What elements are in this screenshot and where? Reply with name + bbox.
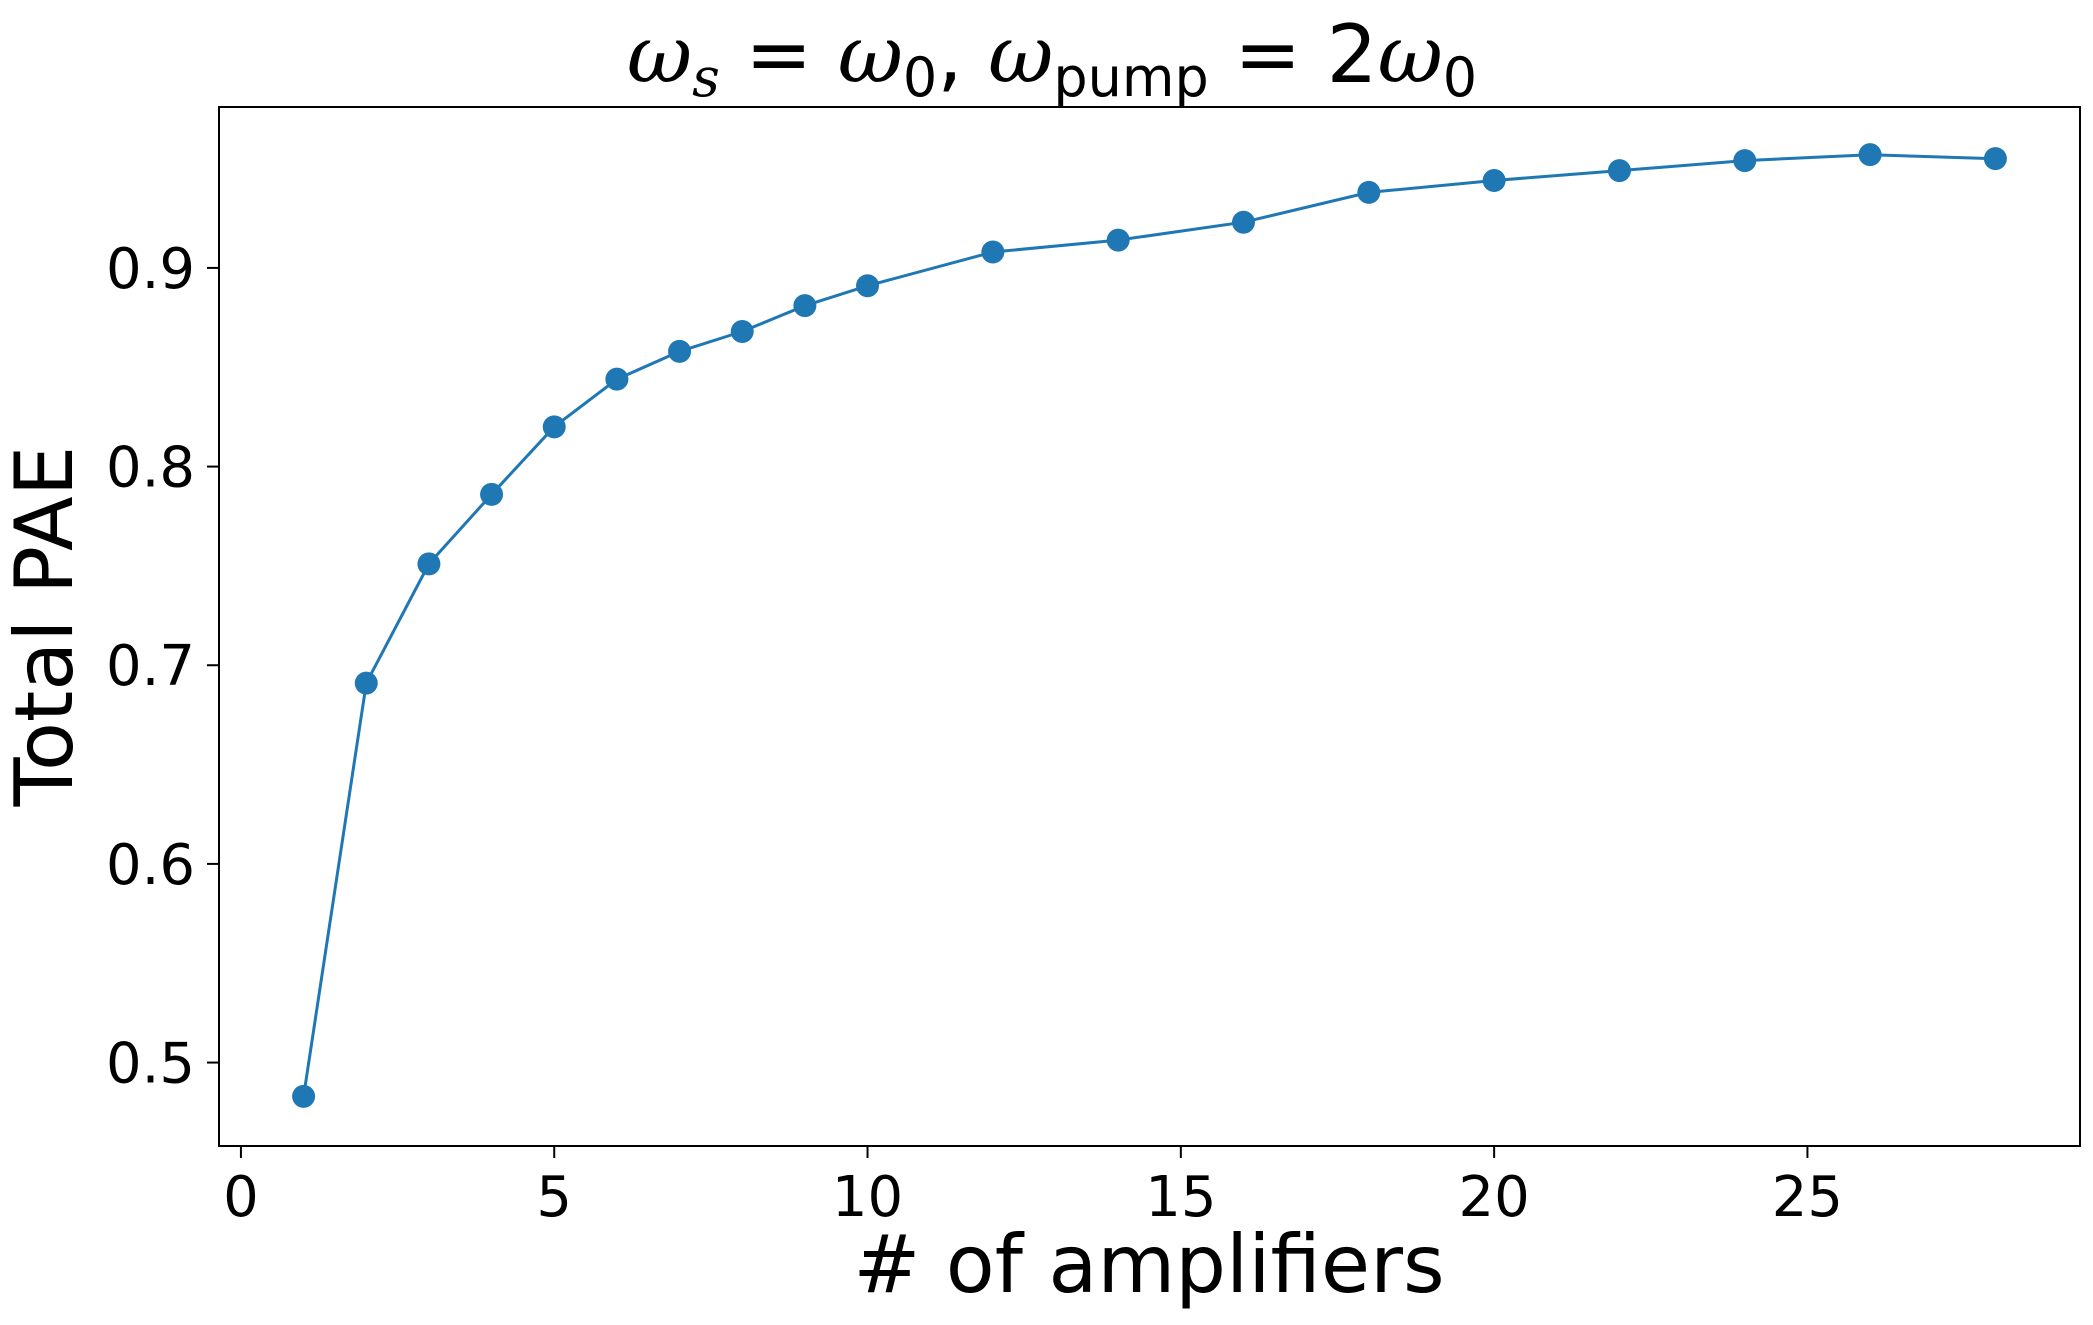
data-point [605, 367, 629, 391]
series-line [302, 153, 1996, 1097]
y-tick-label: 0.8 [106, 436, 195, 501]
data-point [856, 274, 880, 298]
data-point [793, 294, 817, 318]
data-point [1607, 159, 1631, 183]
data-point [668, 339, 692, 363]
data-point [542, 415, 566, 439]
series-layer [292, 143, 2007, 1108]
data-point [1983, 147, 2007, 171]
plot-frame [218, 106, 2081, 1147]
data-point [1733, 149, 1757, 173]
x-tick-label: 20 [1458, 1165, 1529, 1230]
x-axis-label: # of amplifiers [853, 1218, 1444, 1311]
y-axis-ticks: 0.5 0.6 0.7 0.8 0.9 [106, 237, 219, 1097]
data-point [1231, 210, 1255, 234]
data-point [1357, 180, 1381, 204]
data-point [417, 552, 441, 576]
y-tick-label: 0.9 [106, 237, 195, 302]
data-point [480, 482, 504, 506]
x-tick-label: 25 [1772, 1165, 1843, 1230]
data-point [981, 240, 1005, 264]
data-point [354, 671, 378, 695]
data-point [730, 319, 754, 343]
y-axis-label: Total PAE [0, 446, 91, 808]
x-tick-label: 5 [536, 1165, 572, 1230]
chart-title: ωs = ω0, ωpump = 2ω0 [627, 8, 1477, 109]
x-tick-label: 10 [832, 1165, 903, 1230]
data-point [1482, 169, 1506, 193]
data-point [1858, 143, 1882, 167]
x-tick-label: 0 [223, 1165, 259, 1230]
data-point [1106, 228, 1130, 252]
y-tick-label: 0.5 [106, 1032, 195, 1097]
x-tick-label: 15 [1145, 1165, 1216, 1230]
x-axis-ticks: 0 5 10 15 20 25 [223, 1146, 1843, 1230]
y-tick-label: 0.6 [106, 833, 195, 898]
y-tick-label: 0.7 [106, 634, 195, 699]
data-point [292, 1084, 316, 1108]
